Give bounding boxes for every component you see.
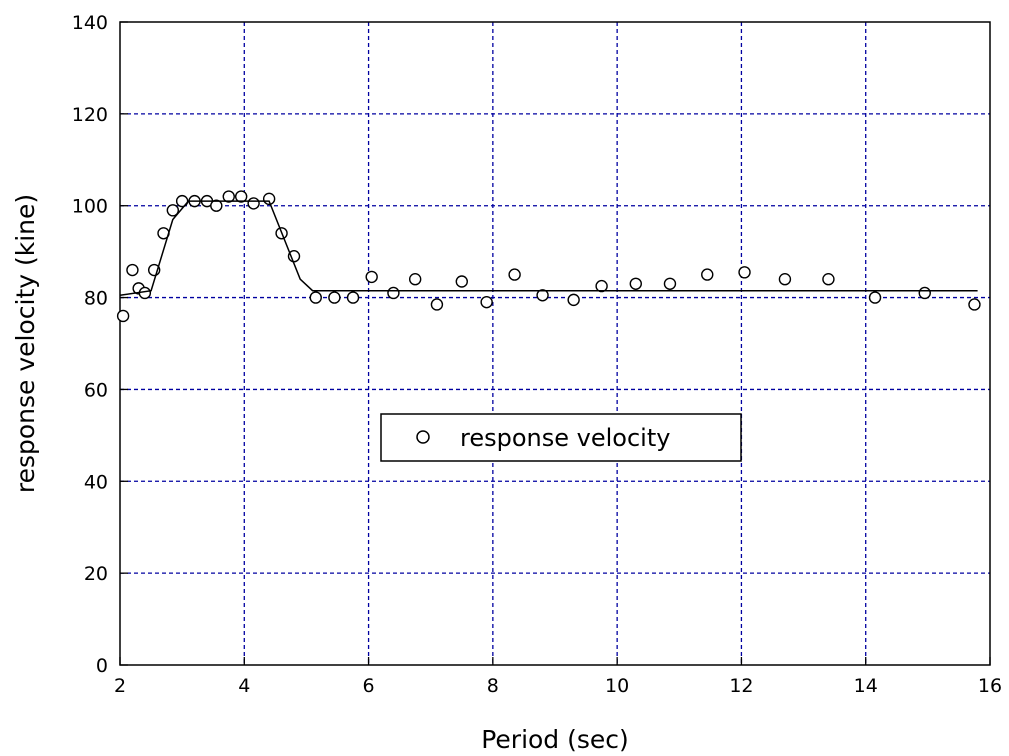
- legend-box: [380, 413, 742, 462]
- y-axis-title: response velocity (kine): [11, 194, 40, 493]
- data-point: [346, 291, 360, 304]
- data-point: [365, 270, 378, 284]
- tick-labels: 2 4 6 8 10 12 14 16 0 20 40 60 80 100 120 140: [72, 12, 1002, 697]
- data-point: [430, 298, 444, 311]
- data-series: [116, 190, 981, 323]
- y-tick-label: 60: [84, 379, 108, 401]
- data-point: [968, 298, 981, 311]
- data-point: [738, 266, 751, 279]
- data-point: [222, 190, 235, 203]
- data-point: [387, 286, 400, 300]
- y-tick-label: 40: [84, 471, 108, 493]
- data-point: [536, 289, 549, 302]
- x-tick-label: 16: [978, 675, 1002, 697]
- x-tick-label: 14: [854, 675, 878, 697]
- legend-marker-circle: [416, 430, 430, 444]
- y-tick-label: 140: [72, 12, 108, 34]
- data-point: [210, 199, 223, 212]
- data-point: [701, 268, 714, 281]
- data-point: [309, 291, 322, 304]
- legend-label: response velocity: [460, 424, 670, 452]
- data-point: [595, 279, 608, 293]
- data-point: [234, 190, 248, 203]
- data-point: [822, 273, 835, 286]
- data-point: [166, 204, 180, 217]
- data-point: [629, 277, 642, 290]
- data-point: [868, 291, 882, 304]
- x-tick-label: 8: [487, 675, 499, 697]
- x-tick-label: 2: [114, 675, 126, 697]
- plot-frame: [119, 21, 991, 666]
- y-tick-label: 100: [72, 196, 108, 218]
- data-point: [328, 291, 341, 304]
- x-tick-label: 6: [363, 675, 375, 697]
- data-point: [408, 273, 422, 286]
- data-point: [480, 295, 493, 309]
- trend-line: [119, 200, 978, 297]
- y-tick-label: 20: [84, 563, 108, 585]
- grid-lines: [119, 21, 991, 666]
- data-point: [508, 268, 521, 281]
- y-tick-label: 120: [72, 104, 108, 126]
- x-tick-label: 4: [238, 675, 250, 697]
- y-tick-label: 0: [96, 655, 108, 677]
- data-point: [126, 263, 139, 277]
- legend: response velocity: [380, 413, 742, 462]
- x-axis-title: Period (sec): [481, 725, 629, 754]
- x-tick-label: 12: [729, 675, 753, 697]
- data-point: [663, 277, 677, 290]
- data-point: [116, 309, 130, 323]
- data-point: [455, 275, 468, 288]
- data-point: [778, 273, 792, 286]
- data-point: [247, 197, 260, 210]
- data-point: [138, 286, 152, 300]
- x-tick-label: 10: [605, 675, 629, 697]
- data-point: [918, 286, 931, 300]
- data-point: [567, 293, 580, 307]
- y-tick-label: 80: [84, 288, 108, 310]
